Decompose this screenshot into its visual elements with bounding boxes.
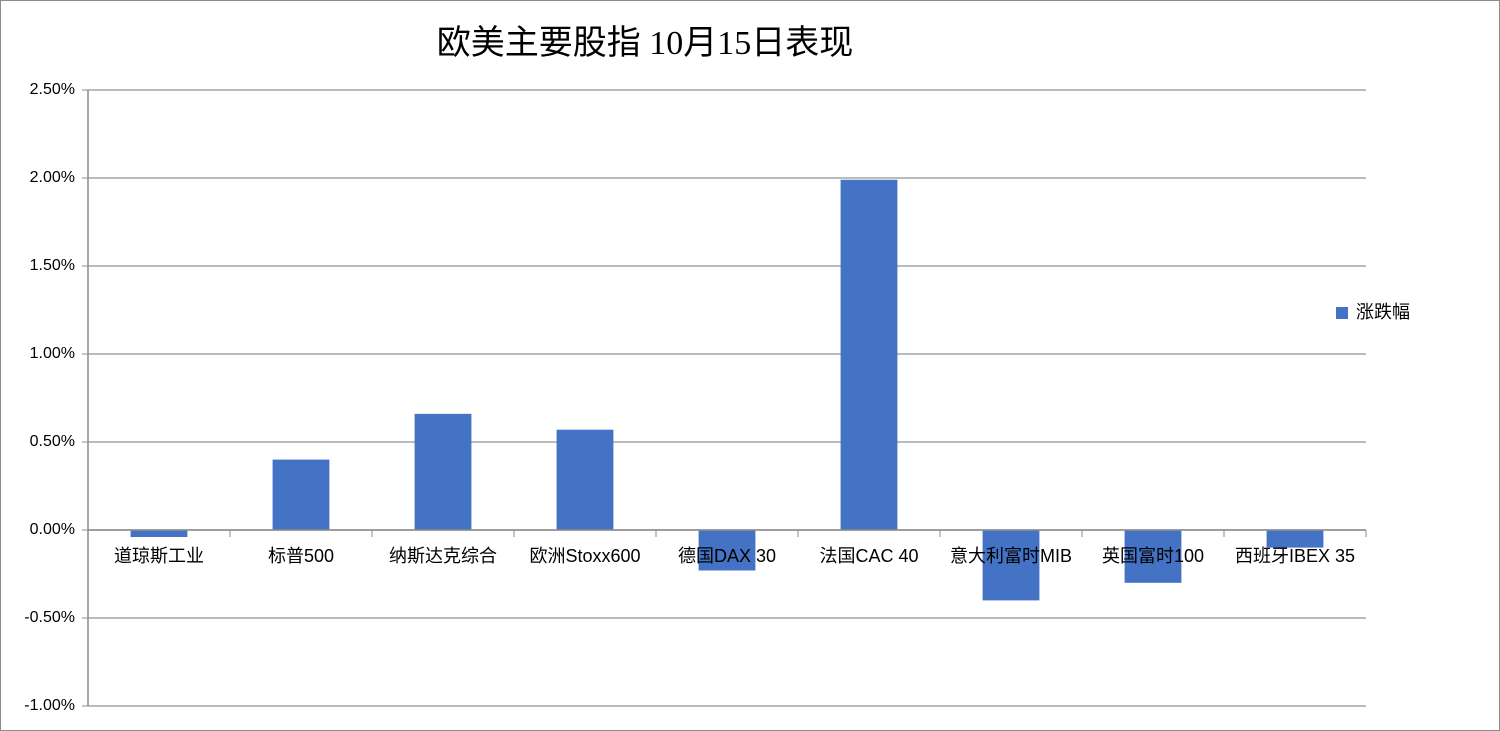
x-tick-label: 英国富时100 — [1102, 546, 1204, 566]
x-tick-label: 德国DAX 30 — [678, 546, 776, 566]
bar — [1124, 530, 1182, 583]
x-tick-label: 纳斯达克综合 — [389, 546, 497, 566]
y-tick-label: 0.50% — [30, 433, 75, 450]
x-tick-label: 道琼斯工业 — [114, 546, 204, 566]
y-tick-label: 1.50% — [30, 257, 75, 274]
x-tick-label: 欧洲Stoxx600 — [529, 546, 640, 566]
x-tick-label: 意大利富时MIB — [950, 546, 1072, 566]
y-tick-label: 1.00% — [30, 345, 75, 362]
x-tick-label: 标普500 — [268, 546, 334, 566]
bar — [840, 179, 898, 530]
y-tick-label: 0.00% — [30, 521, 75, 538]
chart-title: 欧美主要股指 10月15日表现 — [437, 24, 854, 62]
bar — [698, 530, 756, 571]
y-tick-label: 2.50% — [30, 81, 75, 98]
legend-swatch — [1336, 307, 1348, 319]
bar — [982, 530, 1040, 601]
y-tick-label: -1.00% — [24, 697, 75, 714]
x-tick-label: 法国CAC 40 — [819, 546, 918, 566]
y-tick-label: 2.00% — [30, 169, 75, 186]
legend-label: 涨跌幅 — [1356, 302, 1410, 322]
x-tick-label: 西班牙IBEX 35 — [1235, 546, 1355, 566]
bar — [1266, 530, 1324, 548]
bar — [130, 530, 188, 538]
bar — [414, 413, 472, 530]
bar — [272, 459, 330, 530]
bar — [556, 429, 614, 530]
y-tick-label: -0.50% — [24, 609, 75, 626]
